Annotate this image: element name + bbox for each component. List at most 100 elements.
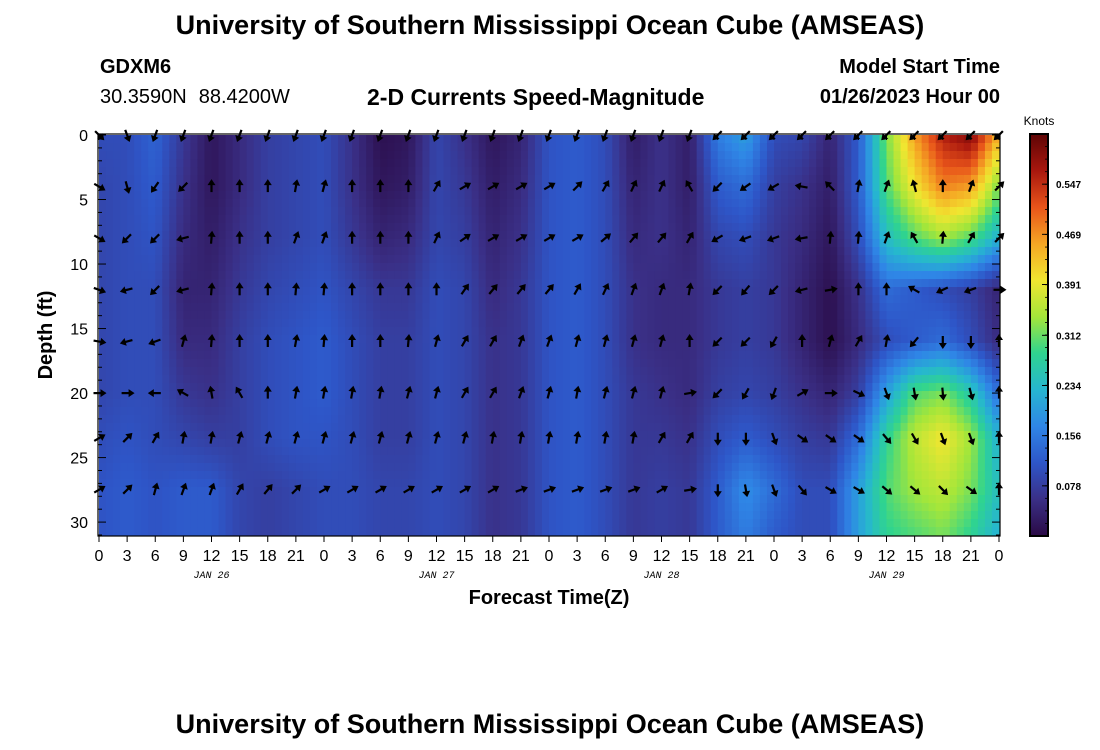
heatmap-cell bbox=[485, 367, 494, 376]
heatmap-cell bbox=[598, 287, 606, 296]
heatmap-cell bbox=[387, 311, 395, 320]
heatmap-cell bbox=[387, 239, 395, 248]
heatmap-cell bbox=[654, 519, 663, 528]
heatmap-cell bbox=[120, 207, 128, 216]
heatmap-cell bbox=[106, 471, 114, 480]
heatmap-cell bbox=[724, 399, 733, 408]
heatmap-cell bbox=[274, 383, 283, 392]
heatmap-cell bbox=[584, 479, 592, 488]
heatmap-cell bbox=[499, 319, 508, 328]
heatmap-cell bbox=[239, 247, 248, 256]
heatmap-cell bbox=[127, 287, 135, 296]
heatmap-cell bbox=[422, 423, 431, 432]
heatmap-cell bbox=[324, 135, 332, 144]
heatmap-cell bbox=[190, 199, 199, 208]
heatmap-cell bbox=[415, 167, 424, 176]
heatmap-cell bbox=[450, 199, 459, 208]
heatmap-cell bbox=[422, 319, 431, 328]
heatmap-cell bbox=[387, 151, 395, 160]
heatmap-cell bbox=[492, 135, 501, 144]
heatmap-cell bbox=[169, 135, 177, 144]
heatmap-cell bbox=[485, 327, 494, 336]
heatmap-cell bbox=[781, 303, 789, 312]
heatmap-cell bbox=[478, 239, 487, 248]
heatmap-cell bbox=[324, 455, 332, 464]
heatmap-cell bbox=[668, 335, 677, 344]
heatmap-cell bbox=[549, 191, 557, 200]
heatmap-cell bbox=[394, 479, 402, 488]
heatmap-cell bbox=[99, 231, 107, 240]
heatmap-cell bbox=[176, 303, 184, 312]
heatmap-cell bbox=[759, 143, 768, 152]
heatmap-cell bbox=[408, 295, 417, 304]
heatmap-cell bbox=[647, 255, 656, 264]
heatmap-cell bbox=[331, 231, 339, 240]
heatmap-cell bbox=[478, 191, 487, 200]
heatmap-cell bbox=[598, 407, 606, 416]
heatmap-cell bbox=[781, 351, 789, 360]
heatmap-cell bbox=[232, 519, 241, 528]
heatmap-cell bbox=[689, 519, 698, 528]
heatmap-cell bbox=[619, 495, 627, 504]
heatmap-cell bbox=[668, 519, 677, 528]
heatmap-cell bbox=[633, 359, 642, 368]
heatmap-cell bbox=[598, 231, 606, 240]
heatmap-cell bbox=[429, 479, 438, 488]
heatmap-cell bbox=[99, 367, 107, 376]
heatmap-cell bbox=[633, 247, 642, 256]
heatmap-cell bbox=[745, 191, 754, 200]
heatmap-cell bbox=[134, 367, 142, 376]
heatmap-cell bbox=[380, 495, 388, 504]
heatmap-cell bbox=[387, 183, 395, 192]
heatmap-cell bbox=[176, 343, 184, 352]
heatmap-cell bbox=[752, 319, 761, 328]
heatmap-cell bbox=[148, 175, 156, 184]
heatmap-cell bbox=[654, 191, 663, 200]
heatmap-cell bbox=[429, 335, 438, 344]
heatmap-cell bbox=[682, 471, 691, 480]
heatmap-cell bbox=[591, 423, 599, 432]
heatmap-cell bbox=[549, 239, 557, 248]
heatmap-cell bbox=[429, 455, 438, 464]
heatmap-cell bbox=[352, 527, 360, 536]
heatmap-cell bbox=[429, 447, 438, 456]
heatmap-cell bbox=[232, 287, 241, 296]
heatmap-cell bbox=[155, 391, 163, 400]
heatmap-cell bbox=[113, 527, 121, 536]
heatmap-cell bbox=[443, 239, 452, 248]
heatmap-cell bbox=[422, 327, 431, 336]
heatmap-cell bbox=[710, 295, 719, 304]
heatmap-cell bbox=[373, 479, 381, 488]
heatmap-cell bbox=[401, 143, 409, 152]
heatmap-cell bbox=[696, 295, 705, 304]
heatmap-cell bbox=[253, 175, 262, 184]
heatmap-cell bbox=[267, 399, 276, 408]
heatmap-cell bbox=[549, 247, 557, 256]
heatmap-cell bbox=[520, 415, 529, 424]
heatmap-cell bbox=[534, 511, 543, 520]
heatmap-cell bbox=[366, 519, 374, 528]
heatmap-cell bbox=[246, 423, 255, 432]
heatmap-cell bbox=[520, 167, 529, 176]
heatmap-cell bbox=[668, 303, 677, 312]
heatmap-cell bbox=[197, 167, 206, 176]
heatmap-cell bbox=[232, 431, 241, 440]
heatmap-cell bbox=[359, 511, 367, 520]
heatmap-cell bbox=[527, 279, 536, 288]
heatmap-cell bbox=[703, 223, 712, 232]
heatmap-cell bbox=[345, 439, 353, 448]
heatmap-cell bbox=[401, 279, 409, 288]
heatmap-cell bbox=[654, 463, 663, 472]
heatmap-cell bbox=[260, 503, 269, 512]
heatmap-cell bbox=[506, 439, 515, 448]
heatmap-cell bbox=[668, 407, 677, 416]
heatmap-cell bbox=[654, 479, 663, 488]
heatmap-cell bbox=[436, 311, 445, 320]
heatmap-cell bbox=[731, 343, 740, 352]
heatmap-cell bbox=[281, 431, 290, 440]
heatmap-cell bbox=[781, 175, 789, 184]
heatmap-cell bbox=[387, 495, 395, 504]
heatmap-cell bbox=[689, 359, 698, 368]
heatmap-cell bbox=[527, 239, 536, 248]
heatmap-cell bbox=[366, 199, 374, 208]
